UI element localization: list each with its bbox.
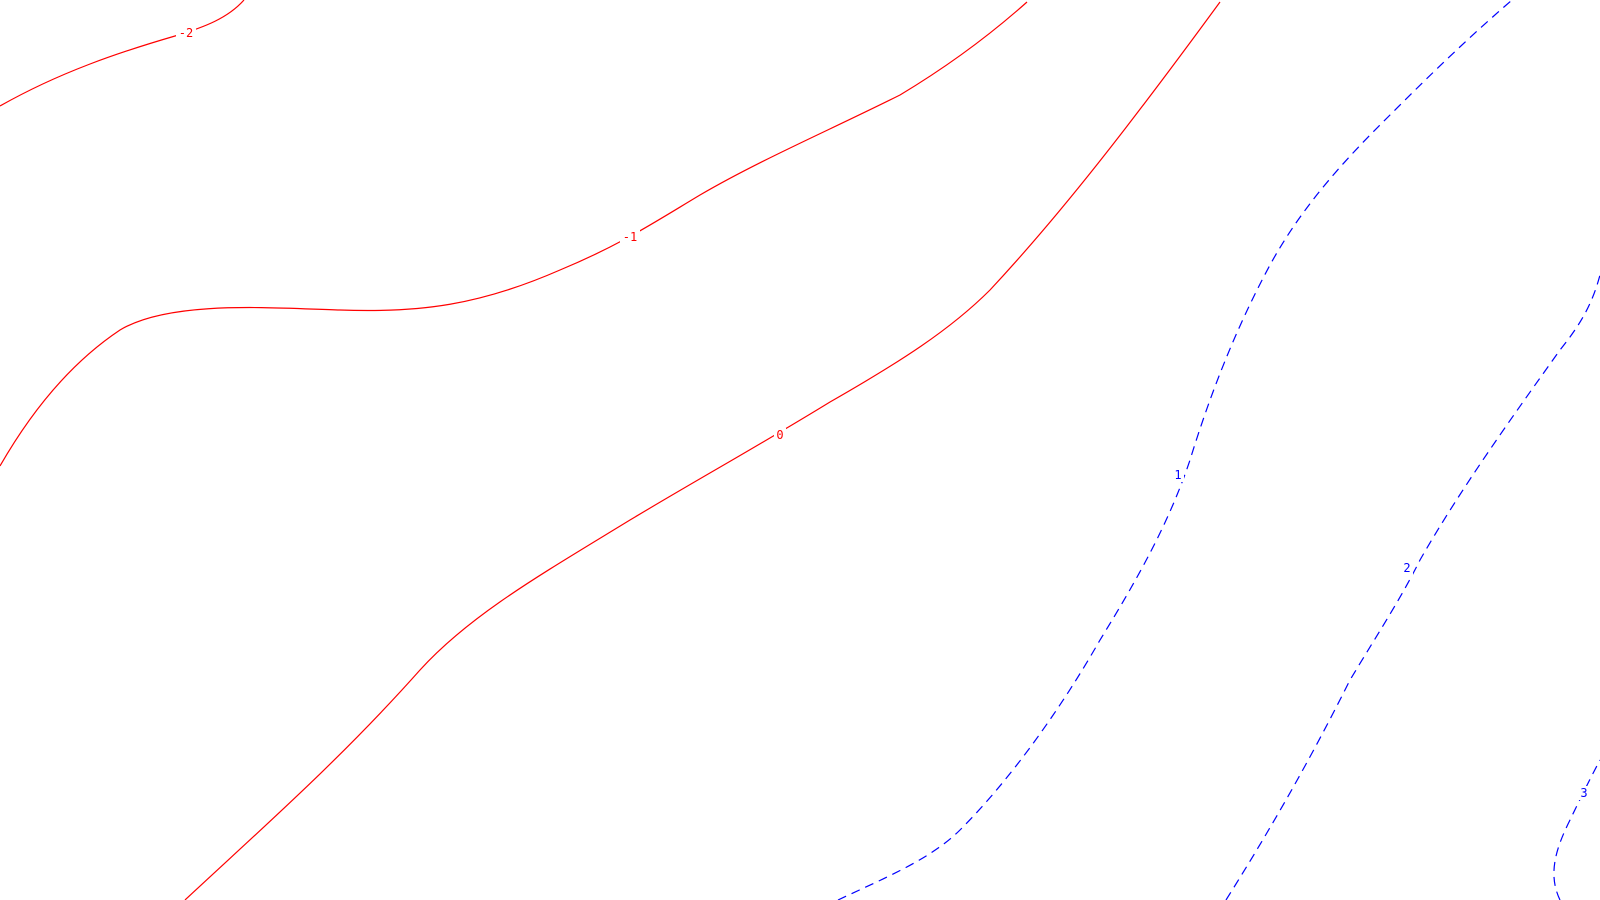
contour-label-0: 0 [776,428,783,442]
contour-line-2 [1225,274,1600,900]
contour-line-neg2 [0,0,245,107]
contour-label-2: 2 [1403,561,1410,575]
contour-label-bg-1 [1172,468,1184,482]
contour-label-bg-neg2 [176,26,196,40]
contour-label-bg-neg1 [620,230,640,244]
contour-label-bg-2 [1401,561,1413,575]
contour-label-bg-3 [1578,786,1590,800]
contour-line-neg1 [0,1,1028,467]
contour-label-1: 1 [1174,468,1181,482]
contour-label-neg2: -2 [179,26,193,40]
contour-label-bg-0 [774,428,786,442]
contour-line-3 [1553,759,1600,900]
contour-line-0 [184,1,1221,900]
contour-labels: -2 -1 0 1 2 3 [176,26,1590,800]
contour-label-neg1: -1 [623,230,637,244]
contour-line-1 [837,0,1513,900]
contour-label-3: 3 [1580,786,1587,800]
